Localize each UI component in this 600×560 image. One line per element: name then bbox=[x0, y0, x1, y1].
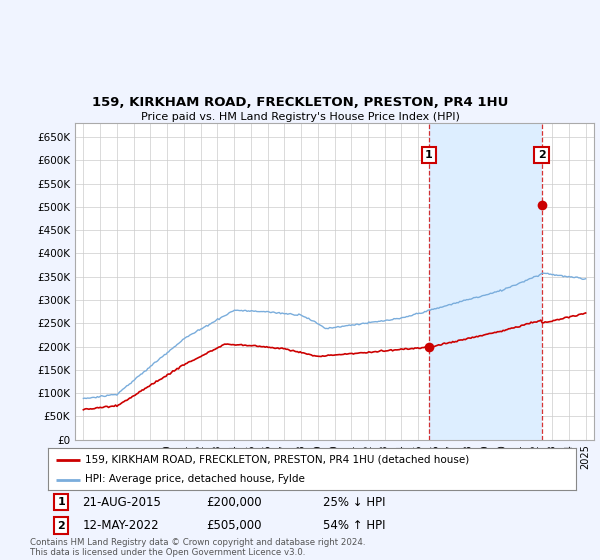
Text: £505,000: £505,000 bbox=[206, 519, 262, 532]
Text: 1: 1 bbox=[425, 150, 433, 160]
Text: 2: 2 bbox=[58, 521, 65, 530]
Text: 12-MAY-2022: 12-MAY-2022 bbox=[82, 519, 159, 532]
Text: 54% ↑ HPI: 54% ↑ HPI bbox=[323, 519, 385, 532]
Text: £200,000: £200,000 bbox=[206, 496, 262, 508]
Bar bbox=[429, 123, 542, 440]
Text: 2: 2 bbox=[538, 150, 545, 160]
Text: HPI: Average price, detached house, Fylde: HPI: Average price, detached house, Fyld… bbox=[85, 474, 305, 484]
Text: 25% ↓ HPI: 25% ↓ HPI bbox=[323, 496, 385, 508]
Text: 21-AUG-2015: 21-AUG-2015 bbox=[82, 496, 161, 508]
Text: 1: 1 bbox=[58, 497, 65, 507]
Text: 159, KIRKHAM ROAD, FRECKLETON, PRESTON, PR4 1HU: 159, KIRKHAM ROAD, FRECKLETON, PRESTON, … bbox=[92, 96, 508, 109]
Text: Contains HM Land Registry data © Crown copyright and database right 2024.
This d: Contains HM Land Registry data © Crown c… bbox=[30, 538, 365, 557]
Text: 159, KIRKHAM ROAD, FRECKLETON, PRESTON, PR4 1HU (detached house): 159, KIRKHAM ROAD, FRECKLETON, PRESTON, … bbox=[85, 455, 469, 465]
Text: Price paid vs. HM Land Registry's House Price Index (HPI): Price paid vs. HM Land Registry's House … bbox=[140, 112, 460, 122]
